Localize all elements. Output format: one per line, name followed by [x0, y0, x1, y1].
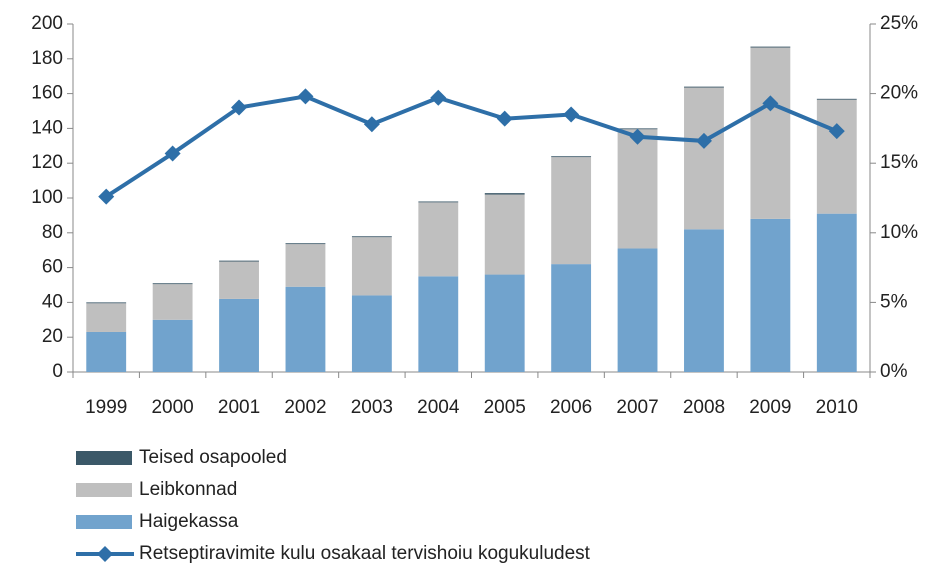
marker [762, 95, 779, 112]
bar [816, 98, 857, 100]
bar [351, 236, 392, 238]
bar [617, 129, 658, 249]
marker [430, 89, 447, 106]
bar [152, 319, 193, 372]
x-tick-label: 2001 [218, 397, 260, 418]
x-tick-label: 2003 [351, 397, 393, 418]
bar [484, 194, 525, 275]
y-tick-label: 180 [31, 48, 63, 69]
bar [285, 244, 326, 287]
y-tick-label: 160 [31, 83, 63, 104]
x-tick-label: 2010 [816, 397, 858, 418]
marker [98, 188, 115, 205]
x-tick-label: 2005 [484, 397, 526, 418]
bar [551, 157, 592, 265]
y-tick-label: 60 [42, 257, 63, 278]
bar [551, 156, 592, 158]
bar [219, 260, 259, 262]
bar [551, 264, 592, 372]
y-tick-label: 80 [42, 222, 63, 243]
legend-label: Teised osapooled [139, 447, 287, 468]
x-tick-label: 2000 [151, 397, 193, 418]
bar [750, 46, 791, 48]
y-tick-label: 120 [31, 152, 63, 173]
bar [750, 218, 791, 372]
x-tick-label: 2002 [284, 397, 326, 418]
y-tick-label: 140 [31, 117, 63, 138]
bar [684, 229, 724, 372]
marker [231, 99, 248, 116]
bar [750, 47, 791, 219]
bar [219, 261, 259, 299]
legend-swatch [76, 515, 132, 529]
bar [86, 302, 127, 304]
x-tick-label: 2004 [417, 397, 460, 418]
legend-swatch [76, 483, 132, 497]
marker [695, 132, 712, 149]
bar [86, 303, 127, 332]
bar [816, 213, 857, 372]
marker [496, 110, 513, 127]
y-tick-label: 100 [31, 187, 63, 208]
bar [219, 298, 259, 372]
marker [629, 128, 646, 145]
y2-tick-label: 10% [880, 222, 918, 243]
bar [418, 201, 459, 203]
bar [484, 274, 525, 372]
legend-swatch [97, 546, 113, 562]
x-tick-label: 2009 [749, 397, 791, 418]
y2-tick-label: 0% [880, 361, 908, 382]
y-tick-label: 20 [42, 326, 63, 347]
marker [164, 145, 181, 162]
bar [418, 202, 459, 277]
y-tick-label: 0 [52, 361, 63, 382]
y2-tick-label: 20% [880, 83, 918, 104]
marker [563, 106, 580, 123]
marker [297, 88, 314, 105]
bar [816, 99, 857, 214]
bar [285, 243, 326, 245]
bar [285, 286, 326, 372]
legend-swatch [76, 451, 132, 465]
bar [617, 248, 658, 372]
y2-tick-label: 5% [880, 291, 908, 312]
legend-label: Haigekassa [139, 511, 239, 532]
bar [152, 283, 193, 285]
x-tick-label: 2007 [616, 397, 658, 418]
y2-tick-label: 25% [880, 13, 918, 34]
x-tick-label: 2008 [683, 397, 725, 418]
bar [351, 237, 392, 296]
y2-tick-label: 15% [880, 152, 918, 173]
line [105, 94, 838, 199]
legend-label: Retseptiravimite kulu osakaal tervishoiu… [139, 543, 591, 564]
marker [828, 123, 845, 140]
bar [484, 193, 525, 195]
bar [351, 295, 392, 372]
bar [86, 331, 127, 372]
bar [418, 276, 459, 372]
bar [684, 87, 724, 230]
y-tick-label: 200 [31, 13, 63, 34]
bar [684, 86, 724, 88]
y-tick-label: 40 [42, 291, 63, 312]
x-tick-label: 2006 [550, 397, 592, 418]
x-tick-label: 1999 [85, 397, 127, 418]
marker [363, 116, 380, 133]
bar [152, 284, 193, 320]
legend-label: Leibkonnad [139, 479, 237, 500]
